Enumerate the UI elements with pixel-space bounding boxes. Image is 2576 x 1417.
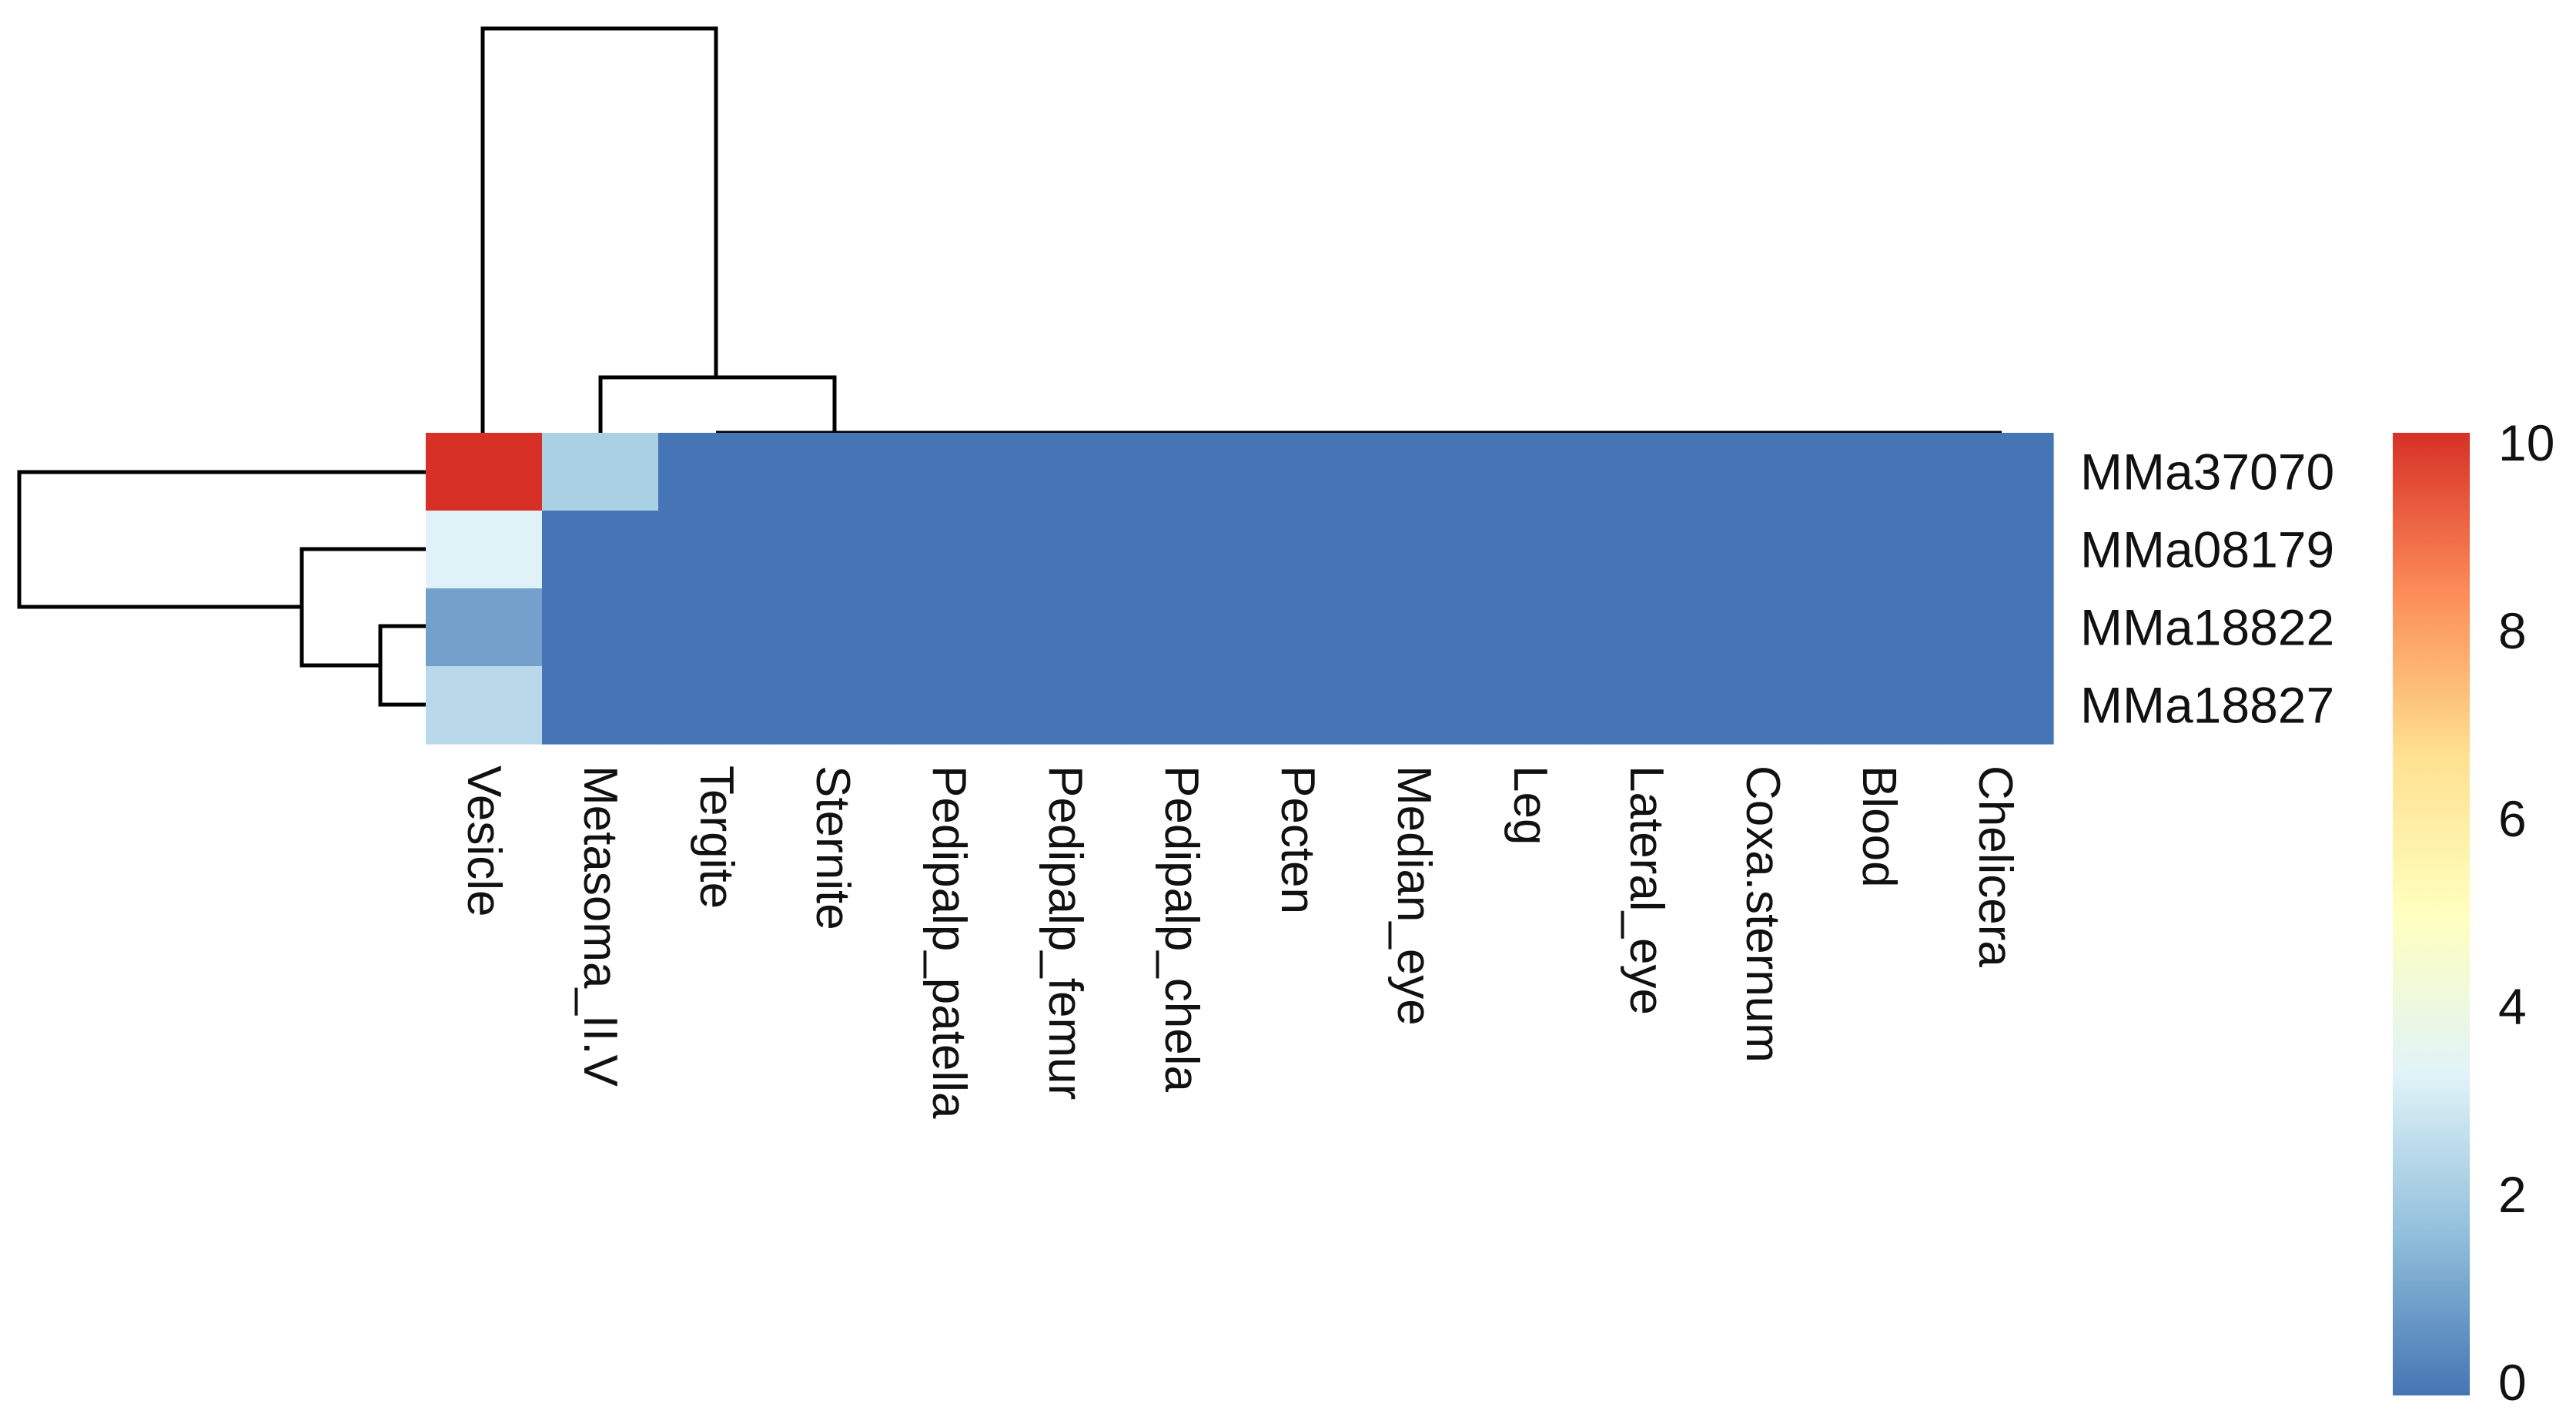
column-label-metasoma-ii-v: Metasoma_II.V xyxy=(574,765,627,1087)
heatmap-cell-mma18827-chelicera xyxy=(1937,666,2054,745)
heatmap-cell-mma37070-sternite xyxy=(774,433,892,511)
color-legend-bar xyxy=(2393,433,2470,1395)
row-label-mma37070: MMa37070 xyxy=(2080,444,2334,501)
column-labels: Vesicle Metasoma_II.V Tergite Sternite Pedip… xyxy=(457,765,2022,1119)
heatmap-cell-mma37070-metasoma-ii-v xyxy=(542,433,659,511)
heatmap-cell-mma18822-blood xyxy=(1821,588,1938,667)
heatmap-cell-mma08179-chelicera xyxy=(1937,511,2054,589)
heatmap-cell-mma08179-lateral-eye xyxy=(1588,511,1705,589)
heatmap-cell-mma08179-blood xyxy=(1821,511,1938,589)
legend-tick-2: 2 xyxy=(2498,1166,2527,1223)
heatmap-cell-mma18822-pedipalp-patella xyxy=(891,588,1008,667)
heatmap-cell-mma18827-lateral-eye xyxy=(1588,666,1705,745)
heatmap-cell-mma18822-coxa-sternum xyxy=(1705,588,1822,667)
column-label-blood: Blood xyxy=(1852,765,1905,888)
heatmap-cell-mma18827-pedipalp-patella xyxy=(891,666,1008,745)
heatmap-cell-mma08179-coxa-sternum xyxy=(1705,511,1822,589)
heatmap-cell-mma18827-tergite xyxy=(658,666,775,745)
heatmap-cell-mma18827-median-eye xyxy=(1356,666,1473,745)
heatmap-cell-mma18827-leg xyxy=(1472,666,1589,745)
heatmap-cell-mma18822-tergite xyxy=(658,588,775,667)
heatmap-cell-mma37070-coxa-sternum xyxy=(1705,433,1822,511)
heatmap-cell-mma18822-leg xyxy=(1472,588,1589,667)
column-label-pedipalp-chela: Pedipalp_chela xyxy=(1155,765,1208,1093)
row-label-mma08179: MMa08179 xyxy=(2080,521,2334,578)
heatmap-cell-mma08179-metasoma-ii-v xyxy=(542,511,659,589)
heatmap-cell-mma18827-coxa-sternum xyxy=(1705,666,1822,745)
column-dendrogram xyxy=(480,26,2002,435)
legend-tick-6: 6 xyxy=(2498,790,2527,847)
heatmap-cell-mma18822-chelicera xyxy=(1937,588,2054,667)
heatmap-cell-mma37070-vesicle xyxy=(426,433,543,511)
heatmap-cell-mma37070-median-eye xyxy=(1356,433,1473,511)
color-legend-ticks: 0 2 4 6 8 10 xyxy=(2498,414,2554,1411)
heatmap-cell-mma18822-sternite xyxy=(774,588,892,667)
heatmap-cell-mma18822-pecten xyxy=(1239,588,1357,667)
column-label-vesicle: Vesicle xyxy=(457,765,510,916)
heatmap-cell-mma18827-pedipalp-chela xyxy=(1123,666,1240,745)
heatmap-cell-mma37070-pedipalp-patella xyxy=(891,433,1008,511)
heatmap-cell-mma08179-tergite xyxy=(658,511,775,589)
heatmap-cell-mma37070-pedipalp-chela xyxy=(1123,433,1240,511)
column-label-tergite: Tergite xyxy=(690,765,743,909)
row-dendrogram-branch-root xyxy=(17,470,426,609)
heatmap-cell-mma08179-vesicle xyxy=(426,511,543,589)
column-label-chelicera: Chelicera xyxy=(1969,765,2022,967)
heatmap-cell-mma18827-vesicle xyxy=(426,666,543,745)
column-label-leg: Leg xyxy=(1504,765,1557,845)
column-label-pecten: Pecten xyxy=(1271,765,1324,914)
legend-tick-10: 10 xyxy=(2498,414,2554,471)
heatmap-cell-mma18822-median-eye xyxy=(1356,588,1473,667)
heatmap-cell-mma18827-sternite xyxy=(774,666,892,745)
heatmap-cell-mma18827-pedipalp-femur xyxy=(1007,666,1124,745)
heatmap-cell-mma08179-leg xyxy=(1472,511,1589,589)
column-label-median-eye: Median_eye xyxy=(1387,765,1440,1026)
row-dendrogram-branch-mid xyxy=(299,547,426,668)
heatmap-cell-mma37070-pecten xyxy=(1239,433,1357,511)
column-label-pedipalp-femur: Pedipalp_femur xyxy=(1039,765,1092,1100)
heatmap-cell-mma08179-pedipalp-patella xyxy=(891,511,1008,589)
legend-tick-4: 4 xyxy=(2498,978,2527,1035)
row-dendrogram-branch-leaf xyxy=(378,624,426,707)
legend-tick-8: 8 xyxy=(2498,602,2527,659)
row-labels: MMa37070 MMa08179 MMa18822 MMa18827 xyxy=(2080,444,2334,734)
heatmap-cell-mma08179-sternite xyxy=(774,511,892,589)
heatmap-cell-mma37070-lateral-eye xyxy=(1588,433,1705,511)
heatmap-cell-mma18827-blood xyxy=(1821,666,1938,745)
heatmap-cell-mma37070-chelicera xyxy=(1937,433,2054,511)
heatmap-cell-mma18822-pedipalp-chela xyxy=(1123,588,1240,667)
heatmap-cell-mma37070-leg xyxy=(1472,433,1589,511)
column-label-coxa-sternum: Coxa.sternum xyxy=(1736,765,1789,1063)
heatmap-cell-mma08179-median-eye xyxy=(1356,511,1473,589)
heatmap-cell-mma37070-pedipalp-femur xyxy=(1007,433,1124,511)
heatmap-cells xyxy=(426,433,2054,745)
column-dendrogram-branch-metasoma xyxy=(598,375,837,433)
heatmap-cell-mma37070-blood xyxy=(1821,433,1938,511)
heatmap-cell-mma18822-vesicle xyxy=(426,588,543,667)
heatmap-cell-mma37070-tergite xyxy=(658,433,775,511)
column-dendrogram-branch-root xyxy=(480,26,718,433)
heatmap-cell-mma08179-pedipalp-chela xyxy=(1123,511,1240,589)
row-label-mma18827: MMa18827 xyxy=(2080,677,2334,734)
column-label-lateral-eye: Lateral_eye xyxy=(1620,765,1673,1015)
heatmap-cell-mma18822-pedipalp-femur xyxy=(1007,588,1124,667)
heatmap-cell-mma18827-pecten xyxy=(1239,666,1357,745)
column-label-sternite: Sternite xyxy=(806,765,859,930)
column-label-pedipalp-patella: Pedipalp_patella xyxy=(922,765,975,1119)
heatmap-cell-mma18822-metasoma-ii-v xyxy=(542,588,659,667)
legend-tick-0: 0 xyxy=(2498,1354,2527,1411)
row-label-mma18822: MMa18822 xyxy=(2080,599,2334,656)
row-dendrogram xyxy=(17,470,426,707)
heatmap-cell-mma08179-pecten xyxy=(1239,511,1357,589)
heatmap-cell-mma18822-lateral-eye xyxy=(1588,588,1705,667)
heatmap-cell-mma18827-metasoma-ii-v xyxy=(542,666,659,745)
heatmap-cell-mma08179-pedipalp-femur xyxy=(1007,511,1124,589)
